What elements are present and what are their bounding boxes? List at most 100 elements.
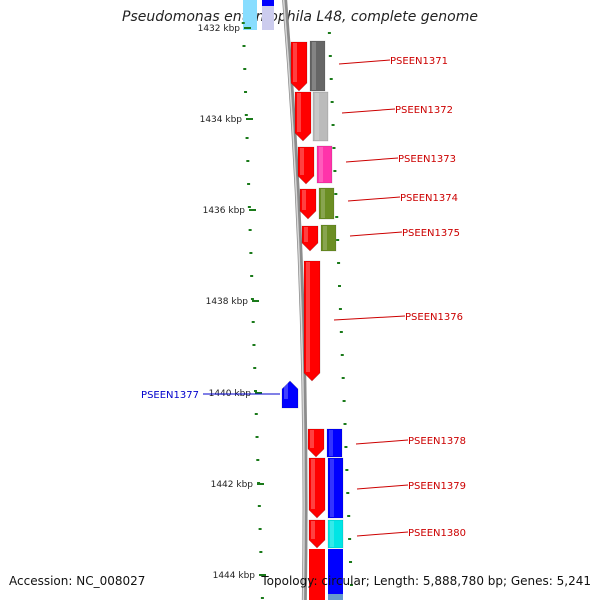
- gene-label-leader: [349, 231, 403, 237]
- gene-arrow-shine: [306, 262, 310, 372]
- major-tick: [252, 300, 259, 302]
- feature-block: [320, 224, 337, 252]
- major-tick: [249, 209, 256, 211]
- gene-label: PSEEN1375: [402, 228, 460, 239]
- tick-label: 1436 kbp: [203, 206, 246, 216]
- gene-arrow: [299, 188, 317, 220]
- feature-bottom-blue: [328, 549, 343, 600]
- major-tick: [257, 483, 264, 485]
- minor-tick-inner: [245, 137, 249, 139]
- minor-tick-outer: [327, 32, 331, 34]
- minor-tick-outer: [331, 124, 335, 126]
- minor-tick-outer: [348, 538, 352, 540]
- minor-tick-inner: [254, 413, 258, 415]
- feature-block-shine: [312, 42, 316, 90]
- minor-tick-inner: [247, 183, 251, 185]
- minor-tick-inner: [242, 45, 246, 47]
- gene-arrow-shine: [311, 459, 315, 509]
- gene-arrow-shine: [284, 382, 288, 399]
- gene-label-leader: [338, 59, 391, 65]
- gene-arrow-shine: [311, 521, 315, 539]
- minor-tick-inner: [247, 206, 251, 208]
- minor-tick-inner: [241, 22, 245, 24]
- topology-text: Topology: circular; Length: 5,888,780 bp…: [261, 574, 591, 588]
- gene-label: PSEEN1380: [408, 528, 466, 539]
- gene-arrow-shine: [304, 227, 308, 242]
- minor-tick-inner: [257, 505, 261, 507]
- genome-backbone: [282, 0, 308, 600]
- minor-tick-inner: [244, 91, 248, 93]
- minor-tick-outer: [334, 193, 338, 195]
- minor-tick-outer: [337, 262, 341, 264]
- gene-label-leader: [356, 531, 409, 537]
- feature-block-shine: [330, 521, 334, 547]
- feature-block: [327, 457, 344, 519]
- feature-block: [312, 91, 329, 142]
- accession-text: Accession: NC_008027: [9, 574, 146, 588]
- minor-tick-outer: [339, 331, 343, 333]
- feature-block: [318, 187, 335, 220]
- minor-tick-inner: [249, 252, 253, 254]
- gene-arrow-shine: [293, 43, 297, 82]
- gene-arrow-shine: [297, 93, 301, 132]
- minor-tick-outer: [341, 377, 345, 379]
- gene-arrow-shine: [310, 430, 314, 448]
- major-tick: [259, 574, 266, 576]
- gene-label-leader: [356, 484, 409, 490]
- major-tick: [244, 27, 251, 29]
- minor-tick-outer: [333, 170, 337, 172]
- feature-block-shine: [329, 430, 333, 456]
- tick-label: 1442 kbp: [211, 480, 254, 490]
- minor-tick-outer: [347, 515, 351, 517]
- minor-tick-outer: [346, 492, 350, 494]
- gene-arrow: [307, 428, 325, 458]
- minor-tick-outer: [335, 216, 339, 218]
- minor-tick-outer: [345, 469, 349, 471]
- feature-block: [326, 428, 343, 458]
- major-tick: [246, 118, 253, 120]
- minor-tick-outer: [336, 239, 340, 241]
- feature-block-shine: [321, 189, 325, 218]
- gene-label-leader: [345, 157, 399, 163]
- map-title: Pseudomonas entomophila L48, complete ge…: [122, 9, 478, 25]
- minor-tick-inner: [258, 528, 262, 530]
- gene-label: PSEEN1372: [395, 105, 453, 116]
- minor-tick-inner: [243, 68, 247, 70]
- minor-tick-outer: [340, 354, 344, 356]
- minor-tick-inner: [254, 390, 257, 392]
- minor-tick-outer: [338, 285, 341, 287]
- gene-label: PSEEN1374: [400, 193, 458, 204]
- minor-tick-inner: [250, 298, 254, 300]
- minor-tick-inner: [256, 459, 260, 461]
- gene-label: PSEEN1377: [141, 390, 199, 401]
- feature-block-shine: [319, 147, 323, 182]
- minor-tick-inner: [259, 551, 263, 553]
- feature-block: [309, 40, 326, 92]
- minor-tick-inner: [244, 114, 248, 116]
- gene-arrow: [301, 225, 319, 252]
- gene-label: PSEEN1376: [405, 312, 463, 323]
- minor-tick-outer: [344, 446, 348, 448]
- gene-label-leader: [341, 108, 396, 114]
- gene-arrow-shine: [300, 148, 304, 175]
- gene-arrow: [303, 260, 321, 382]
- feature-top-cyan: [243, 0, 257, 30]
- feature-block: [327, 519, 344, 549]
- tick-label: 1444 kbp: [213, 571, 256, 581]
- minor-tick-inner: [248, 229, 252, 231]
- feature-block-shine: [323, 226, 327, 250]
- minor-tick-outer: [328, 55, 332, 57]
- minor-tick-outer: [329, 78, 333, 80]
- major-tick: [255, 392, 262, 394]
- genome-backbone-highlight: [282, 0, 305, 600]
- gene-label: PSEEN1379: [408, 481, 466, 492]
- gene-arrow: [281, 380, 299, 409]
- minor-tick-inner: [253, 367, 257, 369]
- feature-block: [316, 145, 333, 184]
- gene-label: PSEEN1373: [398, 154, 456, 165]
- minor-tick-inner: [255, 436, 259, 438]
- gene-arrow: [297, 146, 315, 185]
- tick-label: 1438 kbp: [206, 297, 249, 307]
- gene-label-leader: [347, 196, 401, 202]
